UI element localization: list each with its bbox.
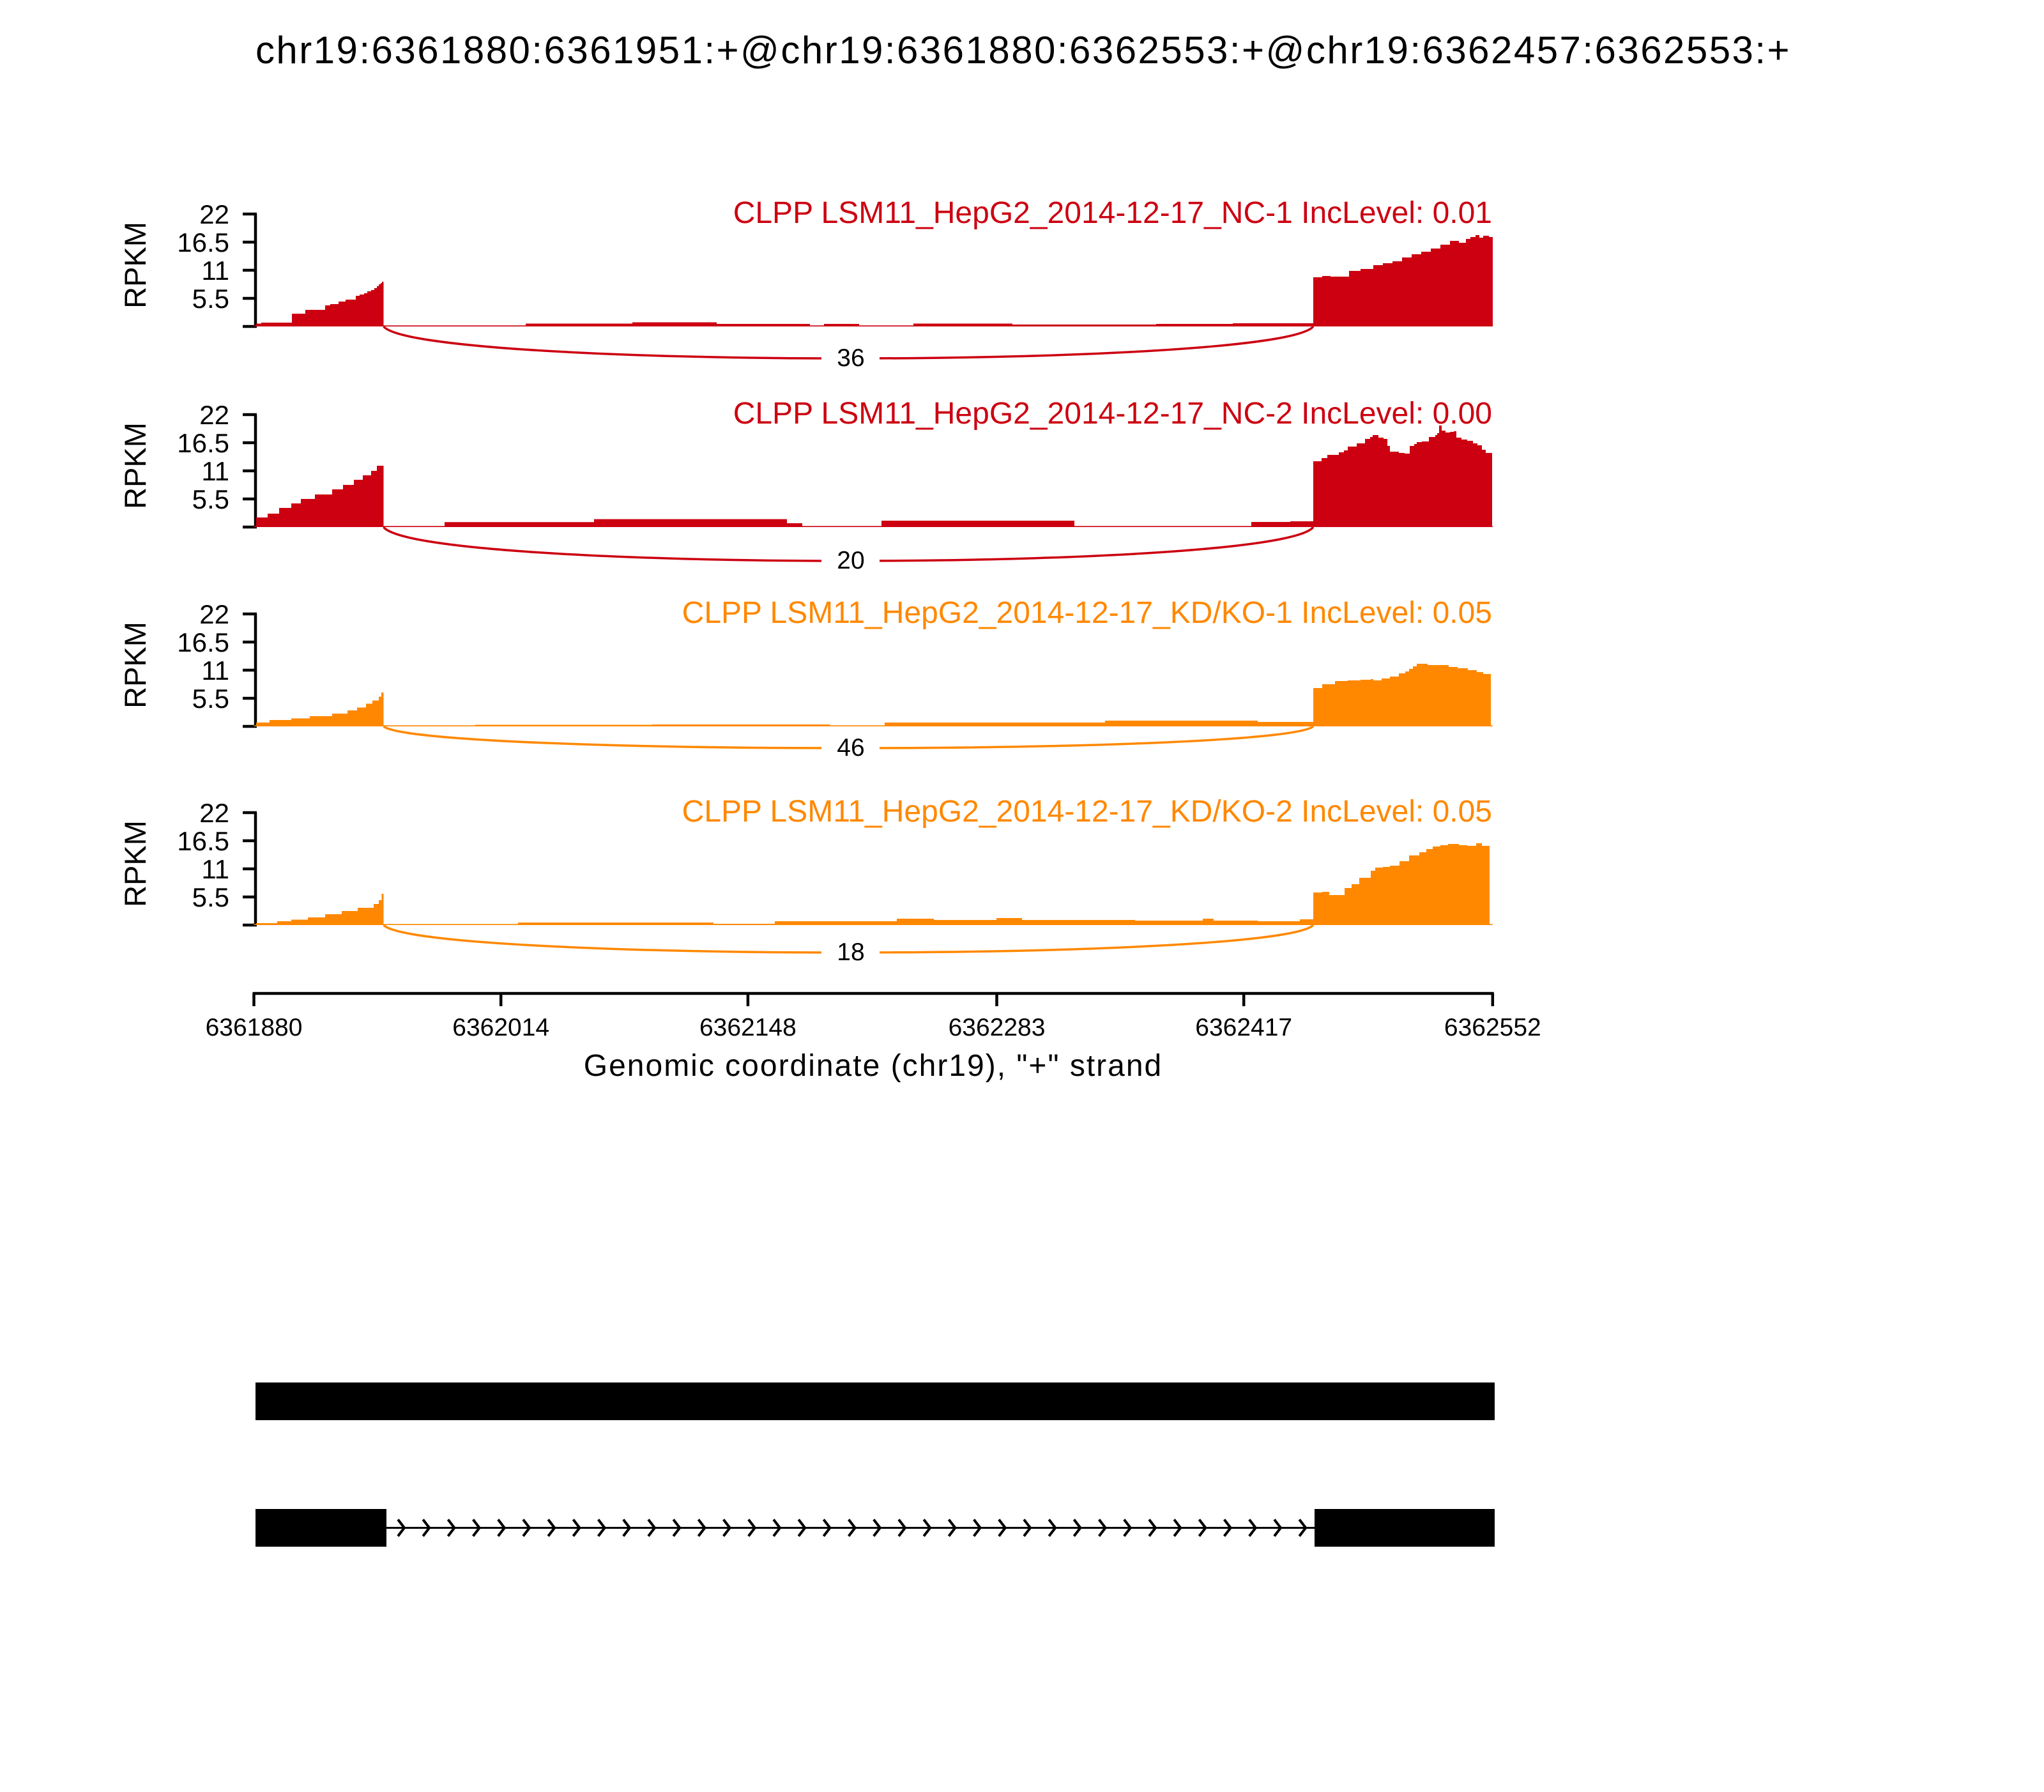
svg-text:chr19:6361880:6361951:+@chr19:: chr19:6361880:6361951:+@chr19:6361880:63… [256, 29, 1791, 72]
svg-text:5.5: 5.5 [192, 684, 229, 714]
svg-text:6362417: 6362417 [1195, 1014, 1292, 1041]
svg-text:22: 22 [199, 599, 229, 629]
svg-text:11: 11 [201, 854, 229, 884]
svg-text:11: 11 [201, 456, 229, 486]
svg-text:36: 36 [837, 344, 864, 372]
svg-text:CLPP LSM11_HepG2_2014-12-17_NC: CLPP LSM11_HepG2_2014-12-17_NC-1 IncLeve… [733, 196, 1492, 230]
svg-text:6361880: 6361880 [206, 1014, 303, 1041]
svg-text:11: 11 [201, 256, 229, 286]
svg-text:CLPP LSM11_HepG2_2014-12-17_NC: CLPP LSM11_HepG2_2014-12-17_NC-2 IncLeve… [733, 397, 1492, 431]
svg-text:22: 22 [199, 199, 229, 229]
svg-text:22: 22 [199, 798, 229, 828]
svg-text:5.5: 5.5 [192, 882, 229, 912]
svg-text:11: 11 [201, 655, 229, 685]
svg-text:6362283: 6362283 [949, 1014, 1046, 1041]
svg-text:RPKM: RPKM [118, 422, 152, 509]
svg-text:5.5: 5.5 [192, 284, 229, 314]
svg-text:6362014: 6362014 [452, 1014, 549, 1041]
svg-text:CLPP LSM11_HepG2_2014-12-17_KD: CLPP LSM11_HepG2_2014-12-17_KD/KO-2 IncL… [682, 795, 1492, 829]
svg-text:RPKM: RPKM [118, 622, 152, 708]
svg-text:6362552: 6362552 [1444, 1014, 1541, 1041]
svg-text:16.5: 16.5 [177, 826, 229, 856]
svg-text:5.5: 5.5 [192, 484, 229, 514]
svg-text:RPKM: RPKM [118, 820, 152, 907]
svg-text:22: 22 [199, 400, 229, 430]
svg-text:6362148: 6362148 [699, 1014, 797, 1041]
svg-text:20: 20 [837, 547, 864, 574]
svg-text:16.5: 16.5 [177, 428, 229, 458]
svg-text:Genomic coordinate (chr19), "+: Genomic coordinate (chr19), "+" strand [584, 1049, 1163, 1083]
svg-text:16.5: 16.5 [177, 227, 229, 257]
svg-text:CLPP LSM11_HepG2_2014-12-17_KD: CLPP LSM11_HepG2_2014-12-17_KD/KO-1 IncL… [682, 596, 1492, 630]
svg-text:16.5: 16.5 [177, 627, 229, 657]
svg-text:18: 18 [837, 938, 864, 966]
svg-text:46: 46 [837, 734, 864, 762]
svg-text:RPKM: RPKM [118, 222, 152, 309]
